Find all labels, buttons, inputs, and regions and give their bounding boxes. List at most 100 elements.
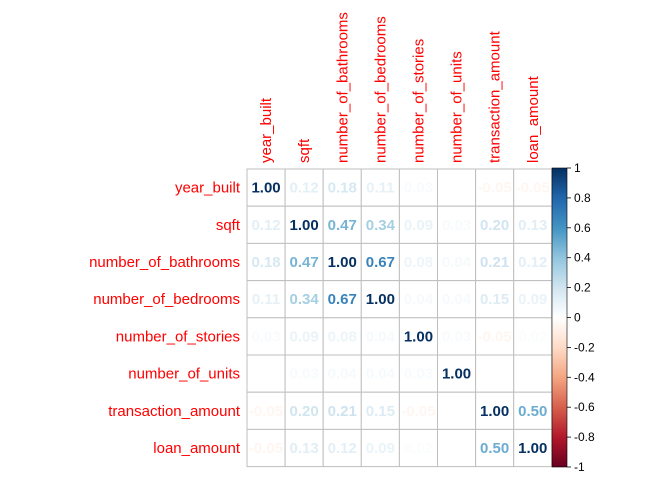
cell-value: -0.05 xyxy=(249,403,283,420)
row-label: transaction_amount xyxy=(108,403,241,420)
heatmap-cell xyxy=(246,391,286,430)
heatmap-cell xyxy=(437,428,477,468)
colorbar-tick-label: -0.4 xyxy=(574,370,595,384)
colorbar-tick-label: 0.8 xyxy=(574,191,591,205)
colorbar-tick-label: 0.2 xyxy=(574,281,591,295)
column-label: transaction_amount xyxy=(487,30,504,163)
cell-value: 0.03 xyxy=(442,217,471,234)
cell-value: 0.04 xyxy=(366,328,396,345)
column-label: sqft xyxy=(296,138,313,163)
heatmap-cell xyxy=(437,242,477,282)
heatmap-cell xyxy=(322,428,362,468)
cell-value: 0.03 xyxy=(290,366,319,383)
colorbar-tick-label: 0.6 xyxy=(574,221,591,235)
heatmap-cell xyxy=(284,242,324,282)
heatmap-cell xyxy=(360,391,400,430)
cell-value: 0.12 xyxy=(290,180,319,197)
cell-value: 0.13 xyxy=(290,440,319,457)
colorbar-tick-label: -0.6 xyxy=(574,400,595,414)
cell-value: 0.04 xyxy=(442,254,472,271)
row-label: loan_amount xyxy=(153,440,241,457)
heatmap-cell xyxy=(246,168,286,207)
heatmap-cell xyxy=(437,168,477,207)
cell-value: 0.34 xyxy=(366,217,396,234)
column-label: number_of_stories xyxy=(410,39,427,163)
cell-value: 0.21 xyxy=(328,403,357,420)
heatmap-cell xyxy=(475,242,515,282)
cell-value: 0.18 xyxy=(251,254,280,271)
cell-value: 0.12 xyxy=(518,254,547,271)
cell-value: 0.13 xyxy=(518,217,547,234)
cell-value: -0.05 xyxy=(516,180,550,197)
cell-value: 0.03 xyxy=(251,328,280,345)
heatmap-cell xyxy=(513,242,553,282)
column-label: number_of_units xyxy=(449,51,466,163)
cell-value: 1.00 xyxy=(251,180,280,197)
cell-value: 0.20 xyxy=(480,217,509,234)
cell-value: 1.00 xyxy=(480,403,509,420)
heatmap-cell xyxy=(398,428,438,468)
colorbar-tick-label: 0.4 xyxy=(574,251,591,265)
colorbar-tick-label: 0 xyxy=(574,311,581,325)
heatmap-cell xyxy=(284,168,324,207)
heatmap-cell xyxy=(398,391,438,430)
cell-value: -0.05 xyxy=(478,328,512,345)
heatmap-cell xyxy=(437,280,477,319)
cell-value: 0.21 xyxy=(480,254,509,271)
cell-value: 0.09 xyxy=(366,440,395,457)
cell-value: 1.00 xyxy=(518,440,547,457)
heatmap-cell xyxy=(475,205,515,244)
heatmap-cell xyxy=(322,205,362,244)
cell-value: 0.50 xyxy=(480,440,509,457)
heatmap-cell xyxy=(437,391,477,430)
cell-value: 0.67 xyxy=(328,291,357,308)
heatmap-cell xyxy=(513,354,553,393)
cell-value: 0.04 xyxy=(404,291,434,308)
cell-value: 0.47 xyxy=(328,217,357,234)
cell-value: 0.15 xyxy=(480,291,509,308)
heatmap-cell xyxy=(360,428,400,468)
cell-value: 0.03 xyxy=(404,180,433,197)
cell-value: 0.04 xyxy=(442,291,472,308)
heatmap-cell xyxy=(360,354,400,393)
cell-value: 0.08 xyxy=(404,254,433,271)
cell-value: 0.02 xyxy=(404,440,433,457)
heatmap-cell xyxy=(475,391,515,430)
colorbar xyxy=(551,167,568,468)
heatmap-cell xyxy=(475,428,515,468)
heatmap-cell xyxy=(322,242,362,282)
heatmap-cell xyxy=(475,354,515,393)
colorbar-tick-label: -1 xyxy=(574,460,585,474)
row-label: number_of_bathrooms xyxy=(89,254,240,271)
heatmap-cell xyxy=(246,354,286,393)
cell-value: 0.50 xyxy=(518,403,547,420)
cell-value: 0.15 xyxy=(366,403,395,420)
heatmap-cell xyxy=(246,242,286,282)
colorbar-tick-label: -0.8 xyxy=(574,430,595,444)
heatmap-cell xyxy=(284,354,324,393)
cell-value: 0.12 xyxy=(251,217,280,234)
cell-value: 0.09 xyxy=(290,328,319,345)
column-label: year_built xyxy=(258,97,275,163)
cell-value: 0.02 xyxy=(518,328,547,345)
cell-value: -0.05 xyxy=(478,180,512,197)
cell-value: 0.67 xyxy=(366,254,395,271)
row-label: number_of_bedrooms xyxy=(93,291,240,308)
column-label: number_of_bedrooms xyxy=(372,16,389,163)
row-label: number_of_stories xyxy=(116,328,240,345)
cell-value: 0.20 xyxy=(290,403,319,420)
heatmap-cell xyxy=(246,205,286,244)
cell-value: 0.12 xyxy=(328,440,357,457)
colorbar-tick-label: 1 xyxy=(574,161,581,175)
cell-value: 1.00 xyxy=(442,366,471,383)
heatmap-cell xyxy=(398,242,438,282)
cell-value: -0.05 xyxy=(249,440,283,457)
heatmap-cell xyxy=(284,391,324,430)
colorbar-tick-label: -0.2 xyxy=(574,340,595,354)
heatmap-cell xyxy=(513,280,553,319)
heatmap-cell xyxy=(360,242,400,282)
row-label: year_built xyxy=(175,180,241,197)
cell-value: 1.00 xyxy=(404,328,433,345)
heatmap-cell xyxy=(322,391,362,430)
